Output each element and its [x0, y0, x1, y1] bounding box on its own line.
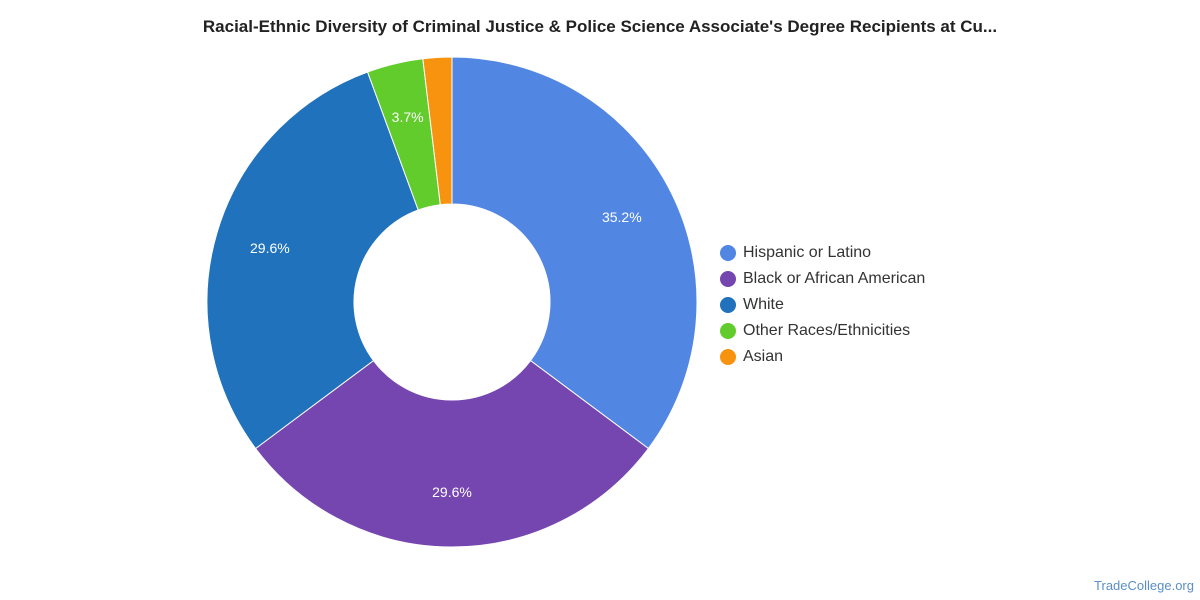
legend-label: Hispanic or Latino: [743, 244, 872, 261]
legend-item[interactable]: Asian: [720, 344, 925, 370]
legend-label: Other Races/Ethnicities: [743, 322, 911, 339]
slice-label: 29.6%: [432, 484, 472, 500]
slice-label: 35.2%: [602, 209, 642, 225]
watermark-link[interactable]: TradeCollege.org: [1094, 578, 1194, 593]
legend-swatch: [720, 323, 736, 339]
slice-white[interactable]: [206, 71, 419, 450]
slice-black-or-african-american[interactable]: [254, 359, 650, 548]
legend-label: Black or African American: [743, 270, 926, 287]
slice-asian[interactable]: [422, 56, 453, 206]
legend-item[interactable]: Hispanic or Latino: [720, 240, 925, 266]
legend-label: White: [743, 296, 784, 313]
legend-label: Asian: [743, 348, 784, 365]
legend-swatch: [720, 271, 736, 287]
chart-title: Racial-Ethnic Diversity of Criminal Just…: [202, 17, 998, 36]
legend-item[interactable]: White: [720, 292, 925, 318]
legend-item[interactable]: Black or African American: [720, 266, 925, 292]
slice-hispanic-or-latino[interactable]: [451, 56, 698, 450]
legend-swatch: [720, 245, 736, 261]
legend-item[interactable]: Other Races/Ethnicities: [720, 318, 925, 344]
slice-label: 29.6%: [250, 240, 290, 256]
legend-swatch: [720, 349, 736, 365]
slice-label: 3.7%: [392, 109, 424, 125]
legend-swatch: [720, 297, 736, 313]
chart-legend: Hispanic or Latino Black or African Ameri…: [720, 240, 925, 370]
